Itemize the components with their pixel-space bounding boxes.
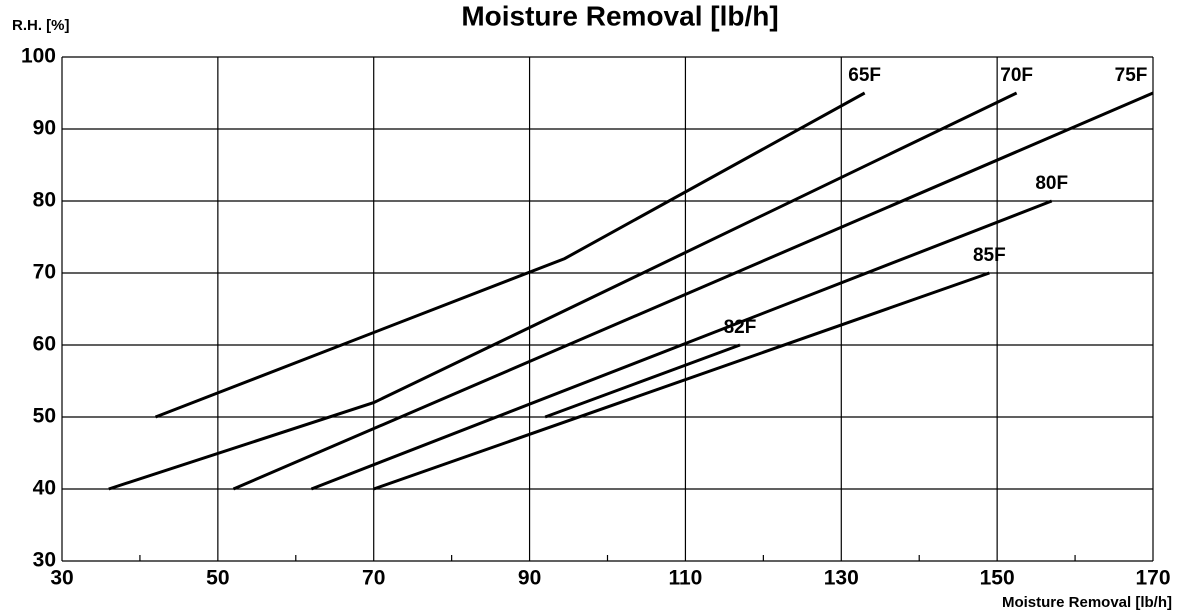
data-line — [544, 343, 741, 419]
chart-title: Moisture Removal [lb/h] — [461, 0, 778, 31]
data-line — [310, 199, 1053, 491]
x-tick-label: 150 — [980, 567, 1015, 590]
x-tick-label: 50 — [206, 567, 229, 590]
data-line — [232, 91, 1154, 491]
x-tick-label: 90 — [518, 567, 541, 590]
series-label: 75F — [1115, 65, 1148, 86]
x-tick-label: 130 — [824, 567, 859, 590]
y-tick-label: 30 — [33, 549, 56, 572]
y-tick-label: 80 — [33, 189, 56, 212]
series-label: 70F — [1000, 65, 1033, 86]
x-tick-label: 170 — [1135, 567, 1170, 590]
series-label: 85F — [973, 245, 1006, 266]
series-label: 82F — [724, 317, 757, 338]
y-tick-label: 40 — [33, 477, 56, 500]
series-label: 80F — [1035, 173, 1068, 194]
y-tick-label: 60 — [33, 333, 56, 356]
x-tick-label: 70 — [362, 567, 385, 590]
y-tick-label: 100 — [21, 45, 56, 68]
data-line — [108, 91, 1018, 491]
data-line — [373, 271, 990, 491]
y-tick-label: 70 — [33, 261, 56, 284]
series-label: 65F — [848, 65, 881, 86]
y-axis-label: R.H. [%] — [12, 17, 70, 34]
data-line — [154, 91, 866, 419]
y-tick-label: 50 — [33, 405, 56, 428]
x-tick-label: 30 — [50, 567, 73, 590]
x-tick-label: 110 — [668, 567, 702, 590]
y-tick-label: 90 — [33, 117, 56, 140]
x-axis-label: Moisture Removal [lb/h] — [1002, 594, 1172, 611]
